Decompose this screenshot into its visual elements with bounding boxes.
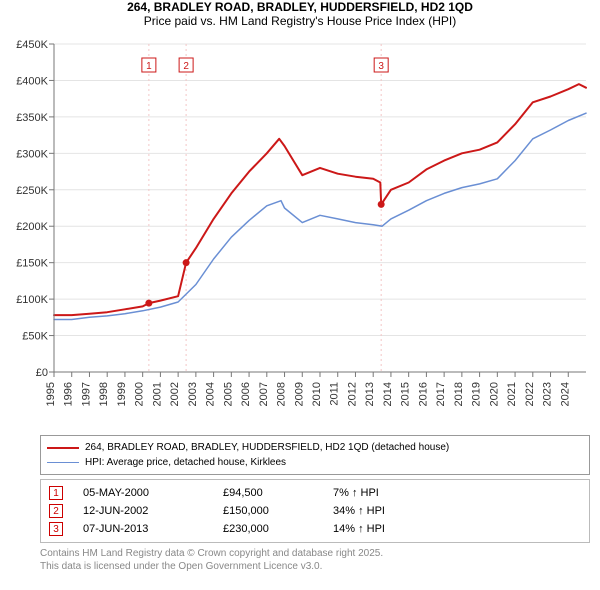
chart-container: £0 £50K £100K £150K £200K £250K £300K £350K £400… — [10, 34, 590, 429]
svg-text:2014: 2014 — [382, 382, 394, 406]
svg-text:2013: 2013 — [364, 382, 376, 406]
svg-text:2018: 2018 — [453, 382, 465, 406]
svg-text:2006: 2006 — [240, 382, 252, 406]
annotation-marker-2: 2 — [49, 504, 63, 518]
svg-text:3: 3 — [378, 61, 384, 72]
legend-row-property: 264, BRADLEY ROAD, BRADLEY, HUDDERSFIELD… — [47, 440, 583, 455]
svg-text:2002: 2002 — [169, 382, 181, 406]
svg-text:2023: 2023 — [542, 382, 554, 406]
annotation-marker-3: 3 — [49, 522, 63, 536]
svg-text:2: 2 — [183, 61, 189, 72]
annotation-date: 07-JUN-2013 — [83, 523, 223, 535]
svg-text:£350K: £350K — [16, 112, 48, 124]
svg-text:2022: 2022 — [524, 382, 536, 406]
legend-label-hpi: HPI: Average price, detached house, Kirk… — [85, 455, 286, 470]
chart-title-line2: Price paid vs. HM Land Registry's House … — [0, 14, 600, 28]
svg-text:2021: 2021 — [506, 382, 518, 406]
legend-row-hpi: HPI: Average price, detached house, Kirk… — [47, 455, 583, 470]
svg-text:1: 1 — [146, 61, 152, 72]
annotation-marker-1: 1 — [49, 486, 63, 500]
svg-text:2008: 2008 — [276, 382, 288, 406]
svg-text:1997: 1997 — [80, 382, 92, 406]
svg-text:2012: 2012 — [346, 382, 358, 406]
svg-text:2004: 2004 — [205, 382, 217, 406]
legend-label-property: 264, BRADLEY ROAD, BRADLEY, HUDDERSFIELD… — [85, 440, 449, 455]
copyright-notice: Contains HM Land Registry data © Crown c… — [40, 547, 590, 573]
legend-swatch-property — [47, 447, 79, 449]
svg-text:£50K: £50K — [22, 331, 48, 343]
svg-text:2009: 2009 — [293, 382, 305, 406]
svg-text:2016: 2016 — [417, 382, 429, 406]
svg-text:£300K: £300K — [16, 148, 48, 160]
annotation-diff: 14% ↑ HPI — [333, 523, 423, 535]
svg-text:2015: 2015 — [400, 382, 412, 406]
price-chart: £0 £50K £100K £150K £200K £250K £300K £350K £400… — [10, 34, 590, 429]
svg-text:2020: 2020 — [488, 382, 500, 406]
annotation-row: 3 07-JUN-2013 £230,000 14% ↑ HPI — [49, 522, 581, 536]
annotation-price: £94,500 — [223, 487, 333, 499]
annotation-date: 12-JUN-2002 — [83, 505, 223, 517]
annotation-diff: 7% ↑ HPI — [333, 487, 423, 499]
svg-text:1998: 1998 — [98, 382, 110, 406]
svg-text:1996: 1996 — [63, 382, 75, 406]
svg-text:£250K: £250K — [16, 185, 48, 197]
annotation-price: £150,000 — [223, 505, 333, 517]
svg-text:2001: 2001 — [151, 382, 163, 406]
copyright-line1: Contains HM Land Registry data © Crown c… — [40, 547, 590, 560]
svg-text:2011: 2011 — [329, 382, 341, 406]
svg-text:2005: 2005 — [222, 382, 234, 406]
copyright-line2: This data is licensed under the Open Gov… — [40, 560, 590, 573]
svg-text:2017: 2017 — [435, 382, 447, 406]
annotation-row: 2 12-JUN-2002 £150,000 34% ↑ HPI — [49, 504, 581, 518]
annotation-price: £230,000 — [223, 523, 333, 535]
svg-text:1995: 1995 — [45, 382, 57, 406]
svg-text:£450K: £450K — [16, 39, 48, 51]
svg-text:2000: 2000 — [134, 382, 146, 406]
svg-text:2007: 2007 — [258, 382, 270, 406]
legend: 264, BRADLEY ROAD, BRADLEY, HUDDERSFIELD… — [40, 435, 590, 475]
svg-text:1999: 1999 — [116, 382, 128, 406]
legend-swatch-hpi — [47, 462, 79, 463]
svg-text:£100K: £100K — [16, 294, 48, 306]
svg-text:£200K: £200K — [16, 221, 48, 233]
sales-annotations: 1 05-MAY-2000 £94,500 7% ↑ HPI 2 12-JUN-… — [40, 479, 590, 543]
annotation-date: 05-MAY-2000 — [83, 487, 223, 499]
svg-text:£150K: £150K — [16, 258, 48, 270]
annotation-row: 1 05-MAY-2000 £94,500 7% ↑ HPI — [49, 486, 581, 500]
svg-text:£400K: £400K — [16, 75, 48, 87]
svg-text:2019: 2019 — [471, 382, 483, 406]
svg-text:2024: 2024 — [559, 382, 571, 406]
svg-text:2010: 2010 — [311, 382, 323, 406]
annotation-diff: 34% ↑ HPI — [333, 505, 423, 517]
svg-text:2003: 2003 — [187, 382, 199, 406]
svg-text:£0: £0 — [36, 367, 48, 379]
chart-title-line1: 264, BRADLEY ROAD, BRADLEY, HUDDERSFIELD… — [0, 0, 600, 14]
